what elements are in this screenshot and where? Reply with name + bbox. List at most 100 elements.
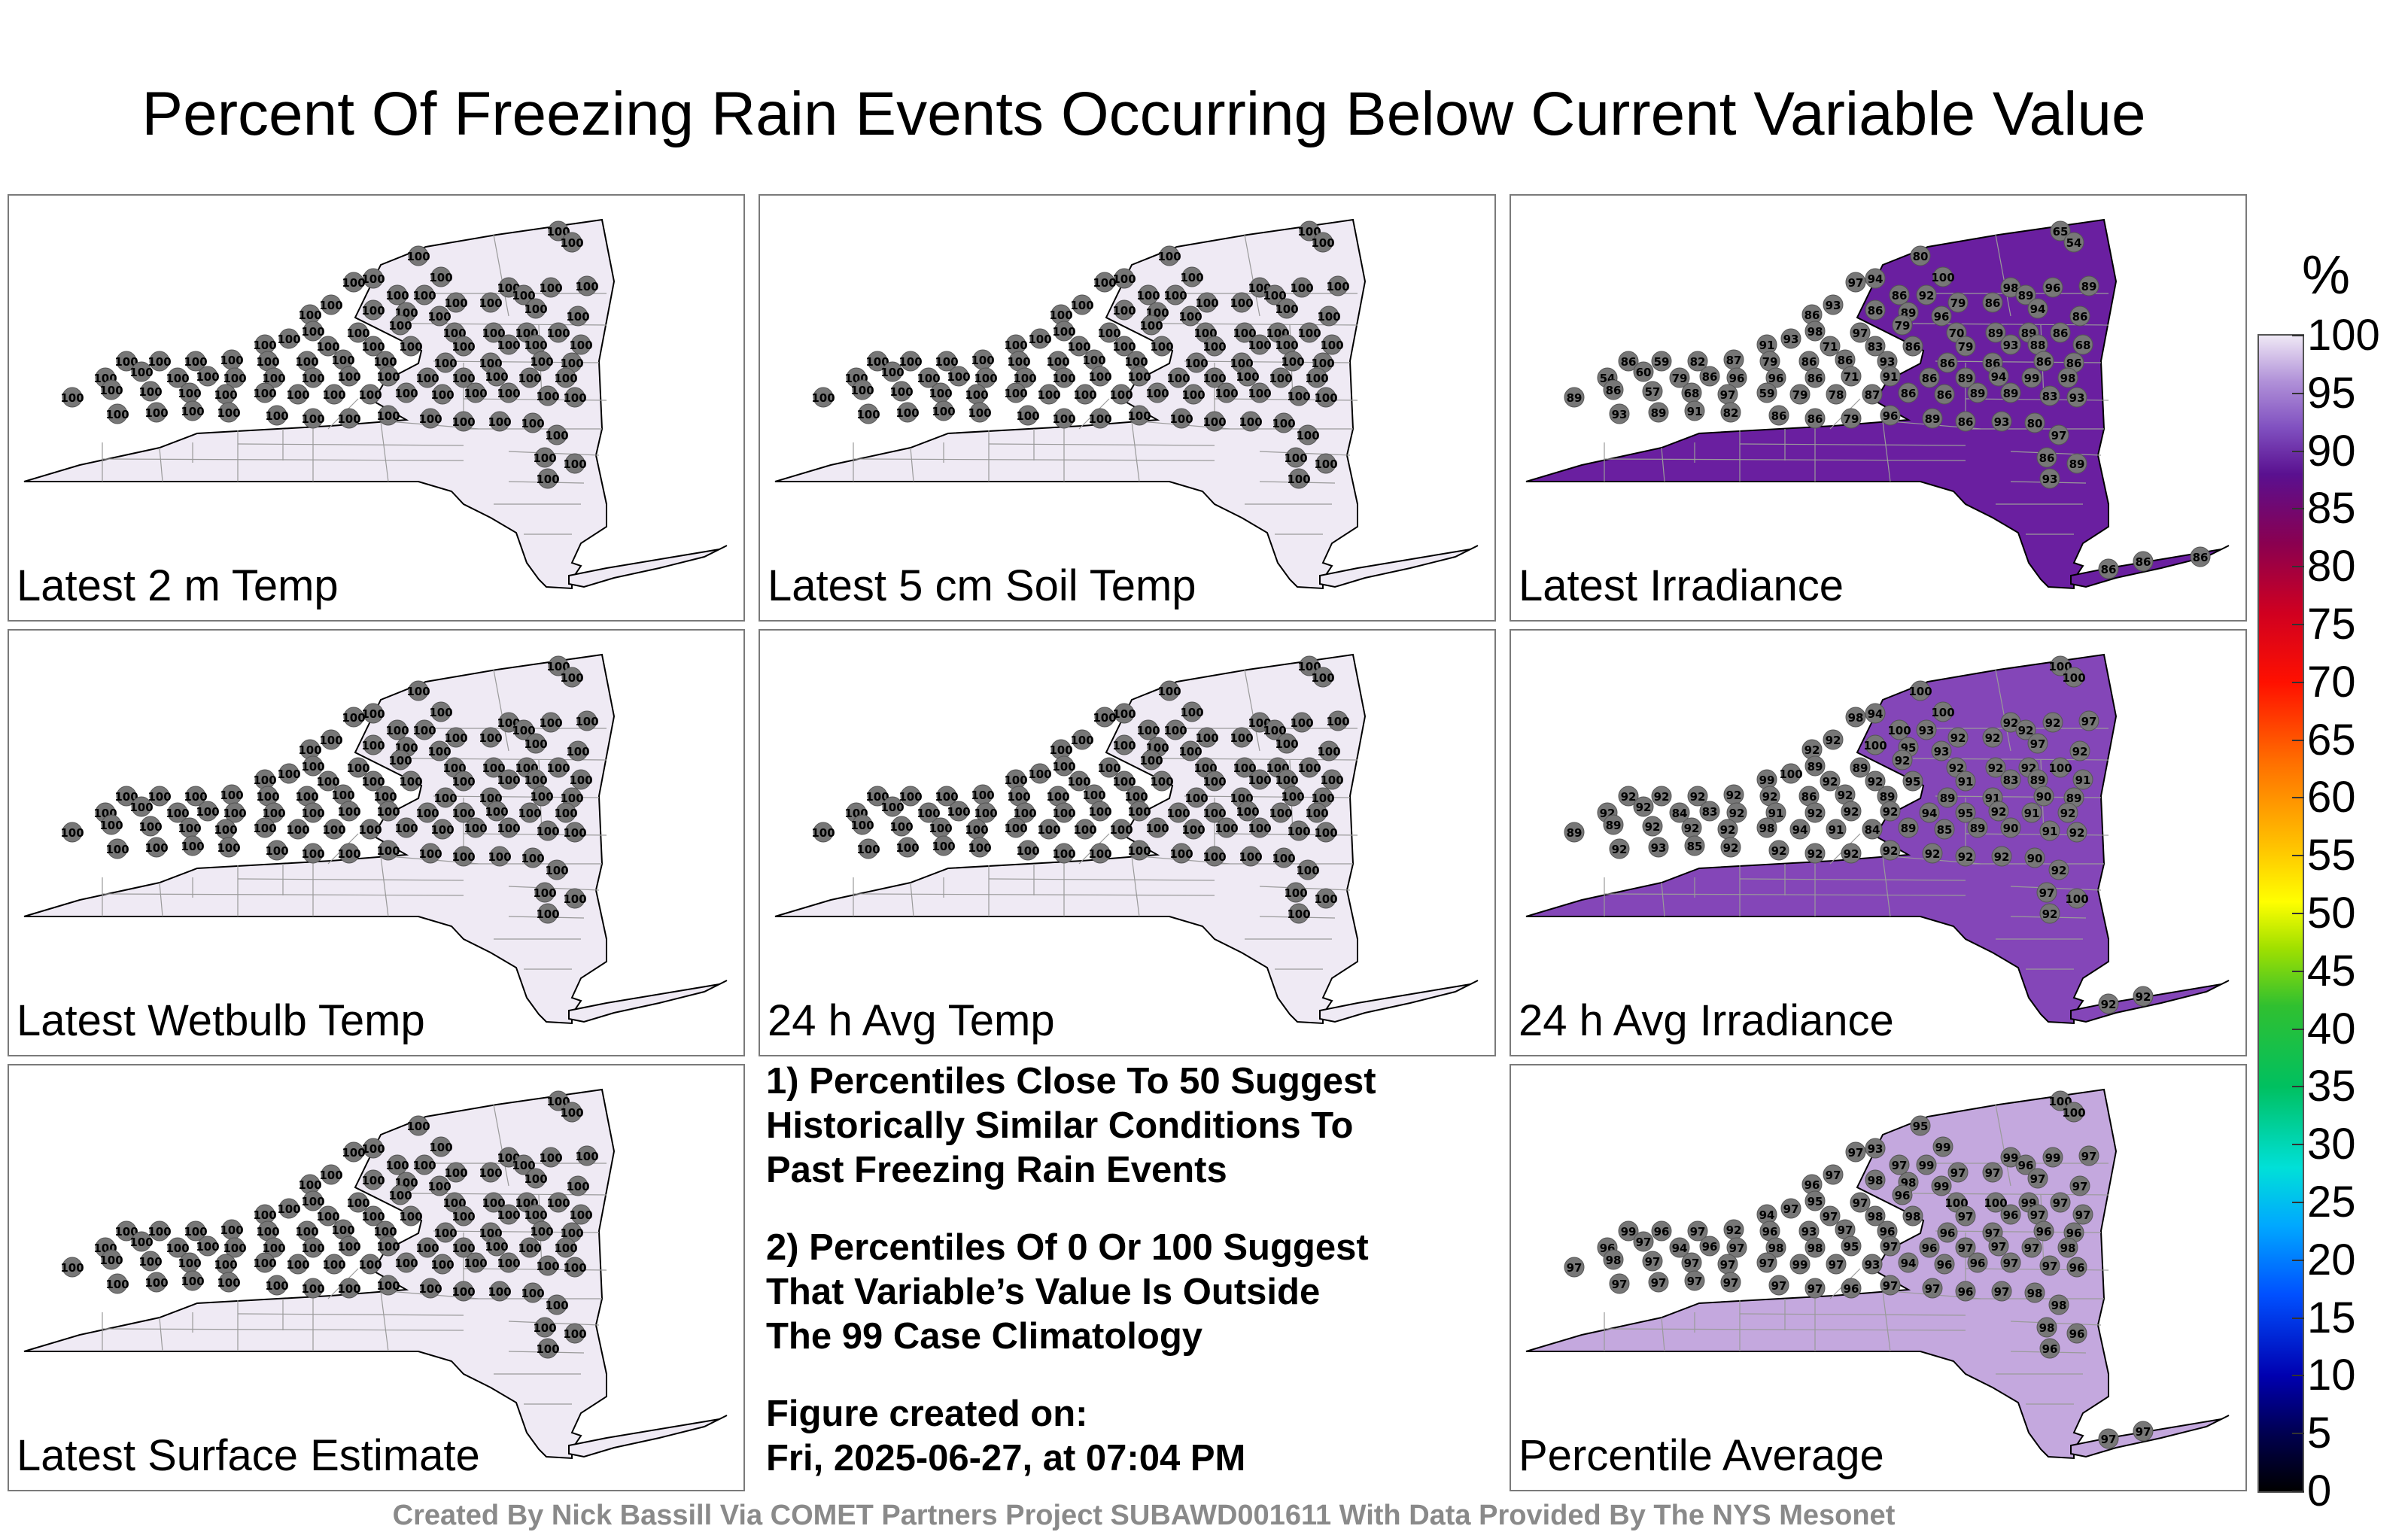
station-value: 89 [2030,774,2046,787]
station-marker [2036,882,2057,903]
station-value: 88 [2030,339,2046,352]
station-value: 100 [412,724,436,737]
station-marker [567,1175,588,1196]
station-value: 100 [560,1226,583,1240]
station-marker [1094,272,1115,293]
station-value: 68 [2075,339,2091,352]
station-marker [2057,367,2078,388]
station-marker [570,769,591,790]
station-marker [570,1204,591,1225]
station-value: 100 [1067,340,1090,354]
station-marker [900,786,921,807]
county-border [910,882,914,917]
station-marker [570,334,591,355]
station-value: 100 [1297,660,1321,673]
station-value: 100 [253,822,276,835]
station-value: 100 [418,1282,442,1296]
station-marker [101,379,122,400]
station-value: 100 [196,805,219,819]
station-value: 97 [1991,1240,2007,1254]
station-marker [363,734,384,755]
station-marker [486,366,507,387]
station-value: 100 [1088,805,1111,819]
station-value: 89 [1925,412,1941,426]
station-marker [453,1281,474,1302]
station-value: 100 [1181,388,1205,402]
station-value: 91 [1958,775,1974,789]
station-value: 99 [2024,372,2040,385]
colorbar-tick-label: 80 [2307,542,2356,591]
station-value: 100 [1124,790,1148,804]
credit-line: Created By Nick Bassill Via COMET Partne… [392,1500,1896,1531]
county-border [1661,447,1665,482]
station-marker [396,1252,417,1273]
station-marker [1862,819,1883,840]
station-marker [363,299,384,321]
station-value: 100 [497,774,520,787]
colorbar-tick-label: 75 [2307,600,2356,649]
station-value: 100 [181,405,204,418]
station-marker [2190,546,2211,567]
station-marker [429,740,450,761]
station-value: 97 [1853,327,1868,340]
station-value: 100 [1297,761,1321,775]
colorbar-tick-label: 55 [2307,831,2356,880]
station-value: 100 [1931,271,1954,284]
station-marker [1216,817,1237,838]
station-marker [101,1249,122,1270]
station-value: 100 [262,807,285,820]
station-value: 91 [1768,807,1784,820]
station-value: 100 [322,1258,345,1272]
station-value: 92 [2018,724,2034,737]
station-marker [1991,411,2012,432]
station-marker [1181,701,1202,722]
station-value: 100 [223,372,246,385]
station-value: 100 [388,1189,412,1202]
station-value: 65 [2053,225,2069,239]
created-label: Figure created on: [766,1394,1088,1434]
station-marker [1684,400,1705,421]
county-border [159,882,163,917]
colorbar-tick-mark [2292,392,2304,394]
station-value: 83 [1702,805,1718,819]
station-value: 100 [1281,355,1304,369]
station-marker [321,1164,342,1185]
station-value: 100 [1305,372,1328,385]
station-value: 100 [1180,706,1203,719]
station-marker [1282,786,1303,807]
station-value: 100 [1178,745,1202,758]
station-value: 100 [433,1226,457,1240]
station-value: 100 [301,412,324,426]
station-marker [1699,1236,1720,1257]
station-value: 100 [1052,325,1075,339]
station-value: 100 [184,355,207,369]
station-marker [1609,1273,1630,1294]
station-value: 100 [1296,864,1319,877]
station-marker [1780,328,1801,349]
station-value: 100 [1184,792,1208,805]
station-value: 97 [1848,1146,1864,1160]
station-marker [1315,453,1336,474]
station-value: 100 [166,372,189,385]
station-marker [561,1102,582,1123]
station-value: 100 [1311,671,1334,685]
station-value: 100 [60,391,84,405]
station-value: 100 [1248,387,1271,400]
station-value: 92 [1985,731,2001,745]
station-marker [363,1138,384,1159]
station-marker [1955,802,1976,823]
station-marker [131,796,152,817]
station-marker [390,315,411,336]
station-value: 100 [1180,271,1203,284]
station-value: 100 [1046,790,1069,804]
station-value: 100 [1320,339,1343,352]
station-value: 90 [2036,790,2052,804]
station-marker [1138,719,1159,740]
station-value: 100 [412,1159,436,1172]
station-marker [453,771,474,792]
station-value: 86 [1958,415,1974,429]
station-value: 99 [1792,1258,1808,1272]
station-marker [348,757,369,778]
station-marker [1916,1154,1937,1175]
station-marker [534,882,555,903]
